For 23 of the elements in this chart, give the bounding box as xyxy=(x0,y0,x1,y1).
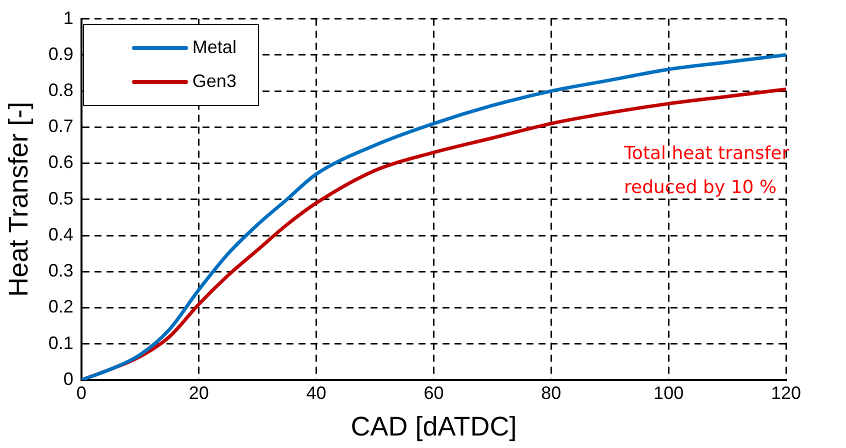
x-tick-label: 20 xyxy=(188,382,209,403)
annotation: Total heat transfer reduced by 10 % xyxy=(623,142,790,200)
x-tick-label: 0 xyxy=(76,382,86,403)
x-tick-label: 120 xyxy=(770,382,802,403)
y-axis-title: Heat Transfer [-] xyxy=(4,102,34,297)
y-tick-label: 0.5 xyxy=(48,188,74,208)
y-tick-label: 1 xyxy=(63,8,74,28)
legend-label: Metal xyxy=(192,37,236,58)
y-tick-label: 0 xyxy=(63,368,74,389)
y-tick-label: 0.7 xyxy=(48,116,74,136)
y-tick-label: 0.4 xyxy=(48,224,74,244)
x-tick-label: 40 xyxy=(306,382,326,403)
y-tick-label: 0.9 xyxy=(48,44,74,64)
x-tick-label: 100 xyxy=(654,382,684,403)
legend-label: Gen3 xyxy=(192,71,236,92)
y-tick-label: 0.2 xyxy=(48,296,74,317)
x-tick-label: 60 xyxy=(424,382,444,403)
x-axis-title: CAD [dATDC] xyxy=(350,411,517,442)
y-tick-label: 0.1 xyxy=(48,332,74,353)
x-tick-label: 80 xyxy=(541,382,562,403)
y-tick-label: 0.8 xyxy=(48,80,74,100)
y-tick-label: 0.6 xyxy=(48,152,74,172)
y-tick-label: 0.3 xyxy=(48,260,74,281)
